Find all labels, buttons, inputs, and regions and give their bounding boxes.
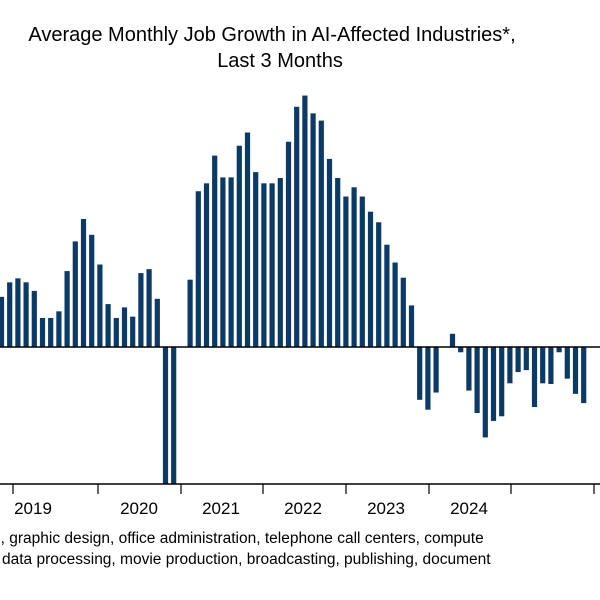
bar-37 [302,95,308,347]
bar-35 [285,141,292,347]
bar-66 [540,347,546,384]
x-tick-label-2022: 2022 [284,499,322,518]
bar-51 [417,347,423,400]
x-axis: 2019 2020 2021 2022 2023 2024 [0,483,600,518]
bar-45 [367,211,374,347]
x-tick-label-2023: 2023 [367,499,405,518]
bar-62 [507,347,513,384]
bar-68 [556,347,562,353]
footnote-line-2: data processing, movie production, broad… [2,551,491,568]
bar-52 [425,347,431,410]
bar-32 [261,183,267,347]
bar-19 [154,298,160,347]
bar-13 [105,304,111,347]
x-tick-label-2020: 2020 [120,499,158,518]
bar-44 [359,196,365,347]
bar-50 [408,305,415,347]
bar-34 [277,178,283,347]
bar-24 [195,191,201,347]
bar-47 [384,244,390,347]
bar-9 [72,241,78,347]
bar-14 [113,317,119,347]
bar-43 [351,187,357,347]
footnote-line-1: n, graphic design, office administration… [0,530,484,547]
bar-36 [294,106,300,347]
bar-70 [572,347,579,394]
bar-6 [48,317,54,347]
chart-subtitle: Last 3 Months [217,50,343,72]
bar-61 [499,347,505,417]
bar-29 [236,145,242,347]
bar-58 [474,347,480,413]
bar-33 [269,183,275,347]
bar-11 [89,234,95,347]
bar-31 [253,172,259,347]
bar-71 [581,347,587,404]
bar-42 [343,196,349,347]
bar-5 [39,317,46,347]
bar-0 [0,296,5,347]
bar-69 [564,347,570,379]
bar-27 [220,177,226,347]
bar-60 [490,347,497,421]
x-tick-label-2019: 2019 [14,499,52,518]
x-tick-label-2024: 2024 [450,499,488,518]
bar-53 [433,347,439,393]
bar-18 [146,269,152,347]
bar-65 [531,347,538,408]
bar-28 [228,177,234,347]
bar-39 [318,120,324,348]
bar-41 [335,178,341,347]
bar-38 [310,113,316,347]
bar-57 [466,347,472,391]
bar-55 [449,333,456,347]
bar-16 [130,316,136,347]
bar-3 [23,282,29,347]
bar-7 [56,311,62,347]
bar-64 [523,347,529,371]
bar-26 [212,155,218,347]
bar-30 [244,132,251,347]
bar-59 [482,347,488,438]
bar-1 [7,282,13,347]
bar-23 [187,279,193,347]
bar-17 [138,273,144,347]
bar-4 [31,290,37,347]
bar-21 [171,347,177,484]
bar-25 [203,183,210,347]
bar-46 [376,222,382,347]
bar-48 [392,262,398,347]
bar-10 [80,218,87,347]
bar-2 [15,278,21,347]
bar-56 [458,347,464,353]
bar-49 [400,277,406,347]
x-tick-label-2021: 2021 [202,499,240,518]
chart-title: Average Monthly Job Growth in AI-Affecte… [28,24,516,46]
bar-20 [162,347,169,484]
bar-series [0,95,587,484]
bar-8 [64,271,70,347]
bar-12 [97,264,103,347]
bar-63 [515,347,521,373]
bar-15 [121,307,128,347]
bar-67 [548,347,554,384]
bar-40 [326,158,333,347]
